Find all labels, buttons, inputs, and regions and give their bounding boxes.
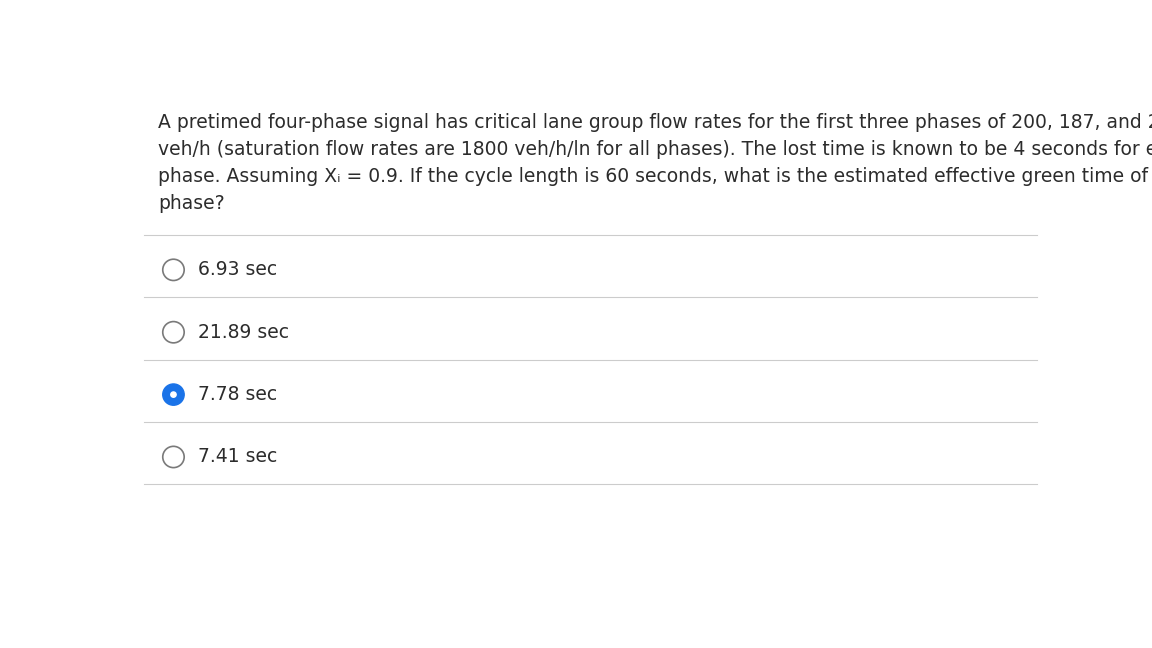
Text: A pretimed four-phase signal has critical lane group flow rates for the first th: A pretimed four-phase signal has critica…: [158, 113, 1152, 213]
Text: 7.78 sec: 7.78 sec: [198, 385, 276, 404]
Text: 7.41 sec: 7.41 sec: [198, 448, 276, 467]
Ellipse shape: [162, 384, 184, 405]
Text: 6.93 sec: 6.93 sec: [198, 260, 276, 279]
Text: 21.89 sec: 21.89 sec: [198, 323, 288, 341]
Ellipse shape: [170, 392, 176, 397]
